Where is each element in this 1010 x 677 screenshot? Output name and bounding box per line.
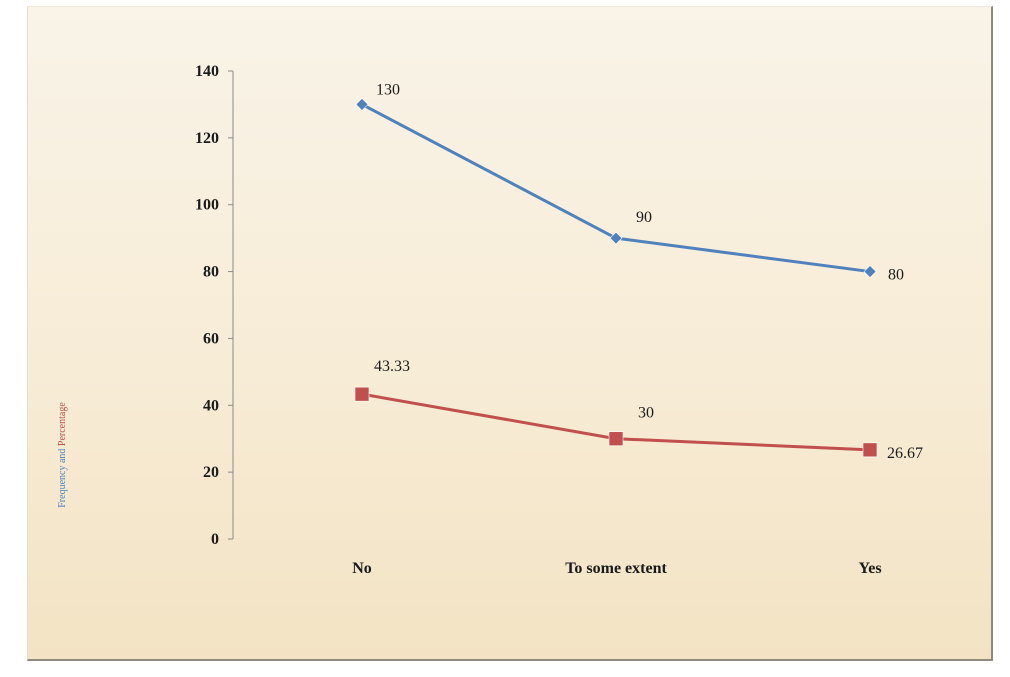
y-tick-label: 140 — [195, 63, 219, 80]
data-label: 80 — [888, 267, 904, 284]
series-line — [361, 103, 871, 274]
data-label: 90 — [636, 209, 652, 226]
y-tick-label: 60 — [203, 330, 219, 347]
x-category-label: Yes — [858, 560, 881, 577]
y-axis-title-part: Percentage — [57, 402, 68, 446]
y-tick-label: 120 — [195, 130, 219, 147]
data-label: 130 — [376, 81, 400, 98]
x-category-label: No — [352, 560, 372, 577]
data-point-marker — [355, 98, 369, 111]
data-label: 43.33 — [374, 358, 410, 375]
data-point-marker — [862, 442, 878, 458]
data-point-marker — [354, 386, 370, 402]
data-point-marker — [608, 431, 624, 447]
y-axis-title: Frequency and Percentage — [57, 402, 68, 508]
data-point-marker — [609, 231, 623, 245]
x-category-label: To some extent — [565, 560, 667, 577]
y-tick-label: 0 — [211, 531, 219, 548]
y-tick-label: 80 — [203, 264, 219, 281]
data-label: 30 — [638, 405, 654, 422]
y-tick-label: 100 — [195, 197, 219, 214]
y-axis-title-part: Frequency and — [57, 446, 68, 508]
data-point-marker — [863, 265, 877, 278]
chart-frame — [27, 6, 993, 661]
y-tick-label: 20 — [203, 464, 219, 481]
y-tick-label: 40 — [203, 397, 219, 414]
data-label: 26.67 — [887, 445, 923, 462]
